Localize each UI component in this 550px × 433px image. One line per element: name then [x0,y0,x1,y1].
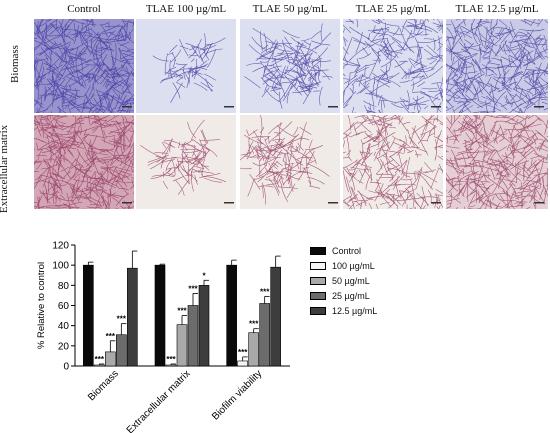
significance-label: * [202,271,206,280]
micrograph-biomass-2 [136,19,236,113]
col-title-tlae-50: TLAE 50 µg/mL [252,3,328,15]
micrograph-biomass-4 [343,19,443,113]
significance-label: *** [117,315,127,324]
significance-label: *** [95,355,105,364]
bar-extracellular-matrix-4 [187,305,199,367]
micrograph-matrix-1 [34,115,134,209]
y-tick-label: 60 [58,301,70,312]
legend-label: 25 µg/mL [332,290,370,301]
category-label: Biofilm viability [210,368,264,422]
y-tick-label: 120 [52,241,69,252]
y-tick-label: 100 [52,261,69,272]
significance-label: *** [260,287,270,296]
bar-biofilm-viability-5 [270,266,281,367]
micrograph-biomass-3 [240,19,340,113]
micrograph-matrix-3 [240,115,340,209]
legend-item: 100 µg/mL [310,258,377,273]
micrograph-biomass-5 [446,19,548,113]
micrograph-matrix-2 [136,115,236,209]
bar-biofilm-viability-4 [259,303,270,367]
significance-label: *** [238,348,248,357]
y-tick-label: 20 [58,341,70,352]
legend-item: 12.5 µg/mL [310,303,377,318]
legend-item: 50 µg/mL [310,273,377,288]
y-tick-label: 0 [63,362,69,373]
legend-label: Control [332,245,362,256]
col-title-tlae-100: TLAE 100 µg/mL [145,3,227,15]
legend-label: 100 µg/mL [332,260,375,271]
micrograph-matrix-4 [343,115,443,209]
y-tick-label: 80 [58,281,70,292]
y-tick-label: 40 [58,321,70,332]
legend-label: 12.5 µg/mL [332,305,378,316]
bar-biomass-1 [83,264,94,367]
bar-extracellular-matrix-2 [165,364,177,367]
bar-biomass-4 [116,334,127,367]
legend-swatch [310,261,326,270]
row-label-biomass: Biomass [9,45,21,83]
category-label: Extracellular matrix [125,368,193,433]
col-title-tlae-12-5: TLAE 12.5 µg/mL [455,3,539,15]
y-axis-label: % Relative to control [36,262,47,349]
col-title-control: Control [67,3,101,15]
significance-label: *** [166,355,176,364]
legend-swatch [310,306,326,315]
micrograph-biomass-1 [34,19,134,113]
category-label: Biomass [86,368,121,403]
legend-swatch [310,246,326,255]
bar-extracellular-matrix-5 [198,285,210,367]
legend-item: Control [310,243,377,258]
bar-biomass-3 [105,351,116,367]
col-title-tlae-25: TLAE 25 µg/mL [355,3,431,15]
bar-biofilm-viability-2 [237,360,248,367]
bar-extracellular-matrix-1 [154,264,166,367]
bar-biomass-2 [94,364,105,367]
micrograph-matrix-5 [446,115,548,209]
legend-swatch [310,291,326,300]
legend-item: 25 µg/mL [310,288,377,303]
significance-label: *** [106,332,116,341]
significance-label: *** [249,320,259,329]
chart-legend: Control 100 µg/mL 50 µg/mL 25 µg/mL 12.5 µg/… [310,243,377,318]
legend-label: 50 µg/mL [332,275,370,286]
bar-biofilm-viability-3 [248,332,259,367]
bar-extracellular-matrix-3 [176,324,188,367]
row-label-extracellular-matrix: Extracellular matrix [0,124,10,214]
bar-biofilm-viability-1 [226,264,237,367]
legend-swatch [310,276,326,285]
bar-biomass-5 [127,267,138,367]
significance-label: *** [177,307,187,316]
significance-label: *** [188,284,198,293]
